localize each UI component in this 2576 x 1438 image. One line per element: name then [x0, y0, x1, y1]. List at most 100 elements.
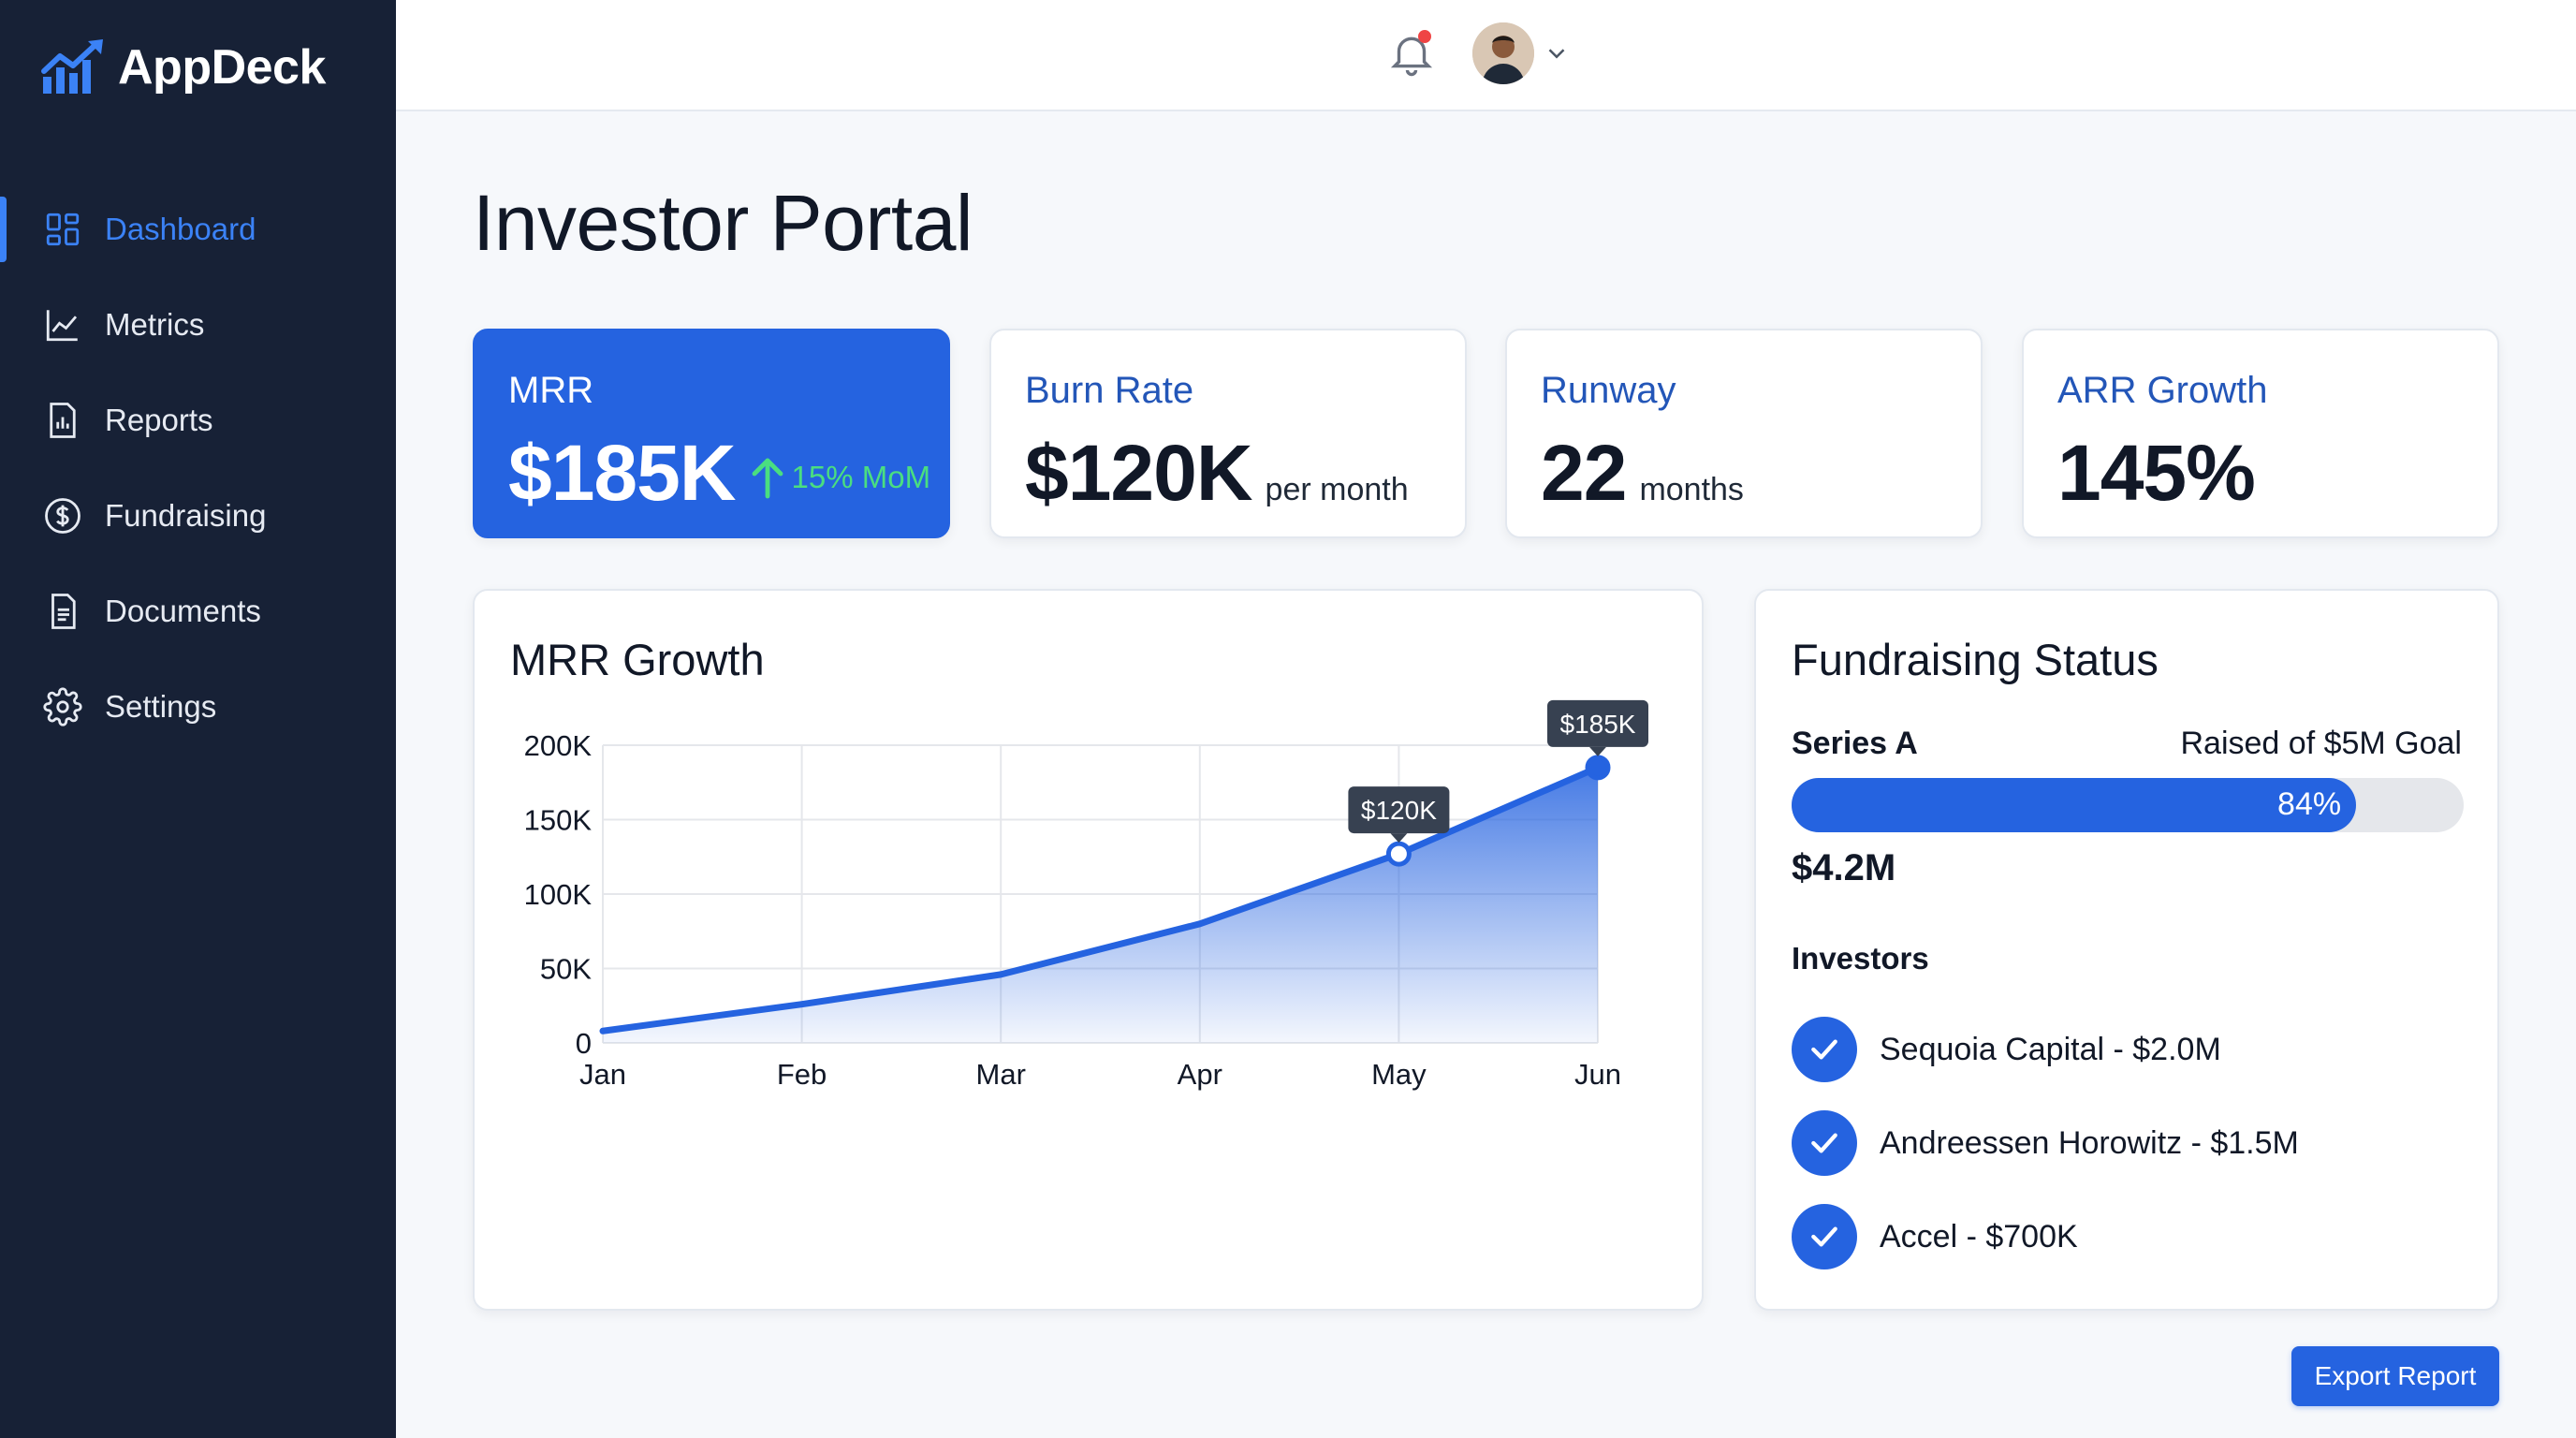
tooltip-box — [1348, 786, 1450, 834]
kpi-label: Runway — [1541, 370, 1676, 411]
kpi-delta-text: 15% MoM — [791, 460, 931, 494]
bell-icon — [1390, 37, 1433, 77]
kpi-row: $120K per month — [1025, 428, 1409, 519]
tooltip-label: $185K — [1560, 710, 1636, 739]
x-tick-label: Jun — [1574, 1058, 1621, 1091]
kpi-label: ARR Growth — [2057, 370, 2268, 411]
x-tick-label: Jan — [579, 1058, 626, 1091]
kpi-value: 145% — [2057, 429, 2256, 517]
investors-heading: Investors — [1792, 941, 1929, 976]
data-point-mar — [1000, 974, 1002, 976]
sidebar-item-reports[interactable]: Reports — [0, 373, 396, 468]
notification-badge — [1418, 30, 1431, 43]
kpi-label: Burn Rate — [1025, 370, 1194, 411]
user-avatar-icon — [1472, 22, 1534, 84]
sidebar-item-label: Settings — [105, 689, 217, 724]
sidebar-item-metrics[interactable]: Metrics — [0, 277, 396, 373]
report-icon — [50, 403, 76, 438]
dollar-icon — [45, 498, 80, 534]
investor-name: Sequoia Capital - $2.0M — [1880, 1031, 2221, 1067]
check-icon — [1792, 1204, 1857, 1269]
y-tick-label: 100K — [524, 878, 593, 911]
investor-name: Accel - $700K — [1880, 1218, 2078, 1255]
kpi-value: $120K — [1025, 429, 1253, 517]
mrr-growth-card: 0 50K 100K 150K 200K Jan Feb Mar Apr May Jun $120K $… — [473, 589, 1704, 1311]
mrr-growth-chart: 0 50K 100K 150K 200K Jan Feb Mar Apr May Jun $120K $… — [524, 699, 1648, 1091]
kpi-card-burn-rate: Burn Rate $120K per month — [989, 329, 1467, 538]
sidebar-item-label: Reports — [105, 403, 213, 437]
export-report-button[interactable]: Export Report — [2291, 1346, 2499, 1406]
tooltip-pointer — [1589, 746, 1606, 756]
x-tick-label: May — [1371, 1058, 1427, 1091]
document-icon — [51, 594, 76, 629]
progress-percent: 84% — [2277, 786, 2342, 822]
gear-icon — [43, 687, 82, 726]
fundraising-status-card: Fundraising Status Series A Raised of $5… — [1754, 589, 2499, 1311]
mrr-area — [603, 767, 1598, 1043]
check-icon — [1792, 1017, 1857, 1082]
top-bar — [396, 0, 2576, 111]
kpi-card-mrr: MRR $185K 15% MoM — [473, 329, 950, 538]
tooltip-pointer — [1390, 833, 1408, 844]
investor-list: Sequoia Capital - $2.0M Andreessen Horow… — [1792, 1003, 2299, 1284]
kpi-delta: 15% MoM — [749, 455, 931, 500]
kpi-card-runway: Runway 22 months — [1505, 329, 1983, 538]
kpi-row: 22 months — [1541, 428, 1744, 519]
sidebar-nav: Dashboard Metrics Reports Fundraising Do… — [0, 182, 396, 755]
x-tick-label: Mar — [976, 1058, 1026, 1091]
notifications-button[interactable] — [1386, 28, 1437, 79]
chart-title: MRR Growth — [510, 635, 765, 684]
y-tick-label: 0 — [576, 1027, 592, 1060]
check-icon — [1792, 1110, 1857, 1176]
brand[interactable]: AppDeck — [41, 37, 326, 97]
chart-line-icon — [46, 310, 78, 342]
app-name: AppDeck — [118, 40, 326, 95]
chevron-down-icon[interactable] — [1543, 39, 1571, 67]
x-tick-label: Apr — [1178, 1058, 1222, 1091]
fundraising-title: Fundraising Status — [1792, 635, 2159, 684]
appdeck-logo-icon — [41, 39, 103, 94]
y-tick-label: 50K — [540, 953, 592, 986]
highlight-point — [1385, 841, 1412, 867]
sidebar-item-fundraising[interactable]: Fundraising — [0, 468, 396, 564]
kpi-value: $185K — [508, 429, 737, 517]
data-point-jan — [602, 1030, 604, 1032]
kpi-row: 145% — [2057, 428, 2256, 519]
goal-label: Raised of $5M Goal — [2180, 726, 2463, 761]
page-title: Investor Portal — [473, 179, 973, 267]
highlight-point — [1585, 755, 1611, 781]
kpi-row: $185K 15% MoM — [508, 428, 930, 519]
sidebar-item-dashboard[interactable]: Dashboard — [0, 182, 396, 277]
fundraising-progress-bar: 84% — [1792, 778, 2464, 832]
kpi-value: 22 — [1541, 429, 1627, 517]
sidebar-item-settings[interactable]: Settings — [0, 659, 396, 755]
avatar[interactable] — [1472, 22, 1534, 84]
y-tick-label: 200K — [524, 729, 593, 762]
kpi-label: MRR — [508, 370, 594, 411]
raised-amount: $4.2M — [1792, 847, 1896, 888]
sidebar-item-label: Dashboard — [105, 212, 256, 246]
sidebar: AppDeck Dashboard Metrics Reports — [0, 0, 396, 1438]
kpi-unit: months — [1639, 472, 1744, 507]
arrow-up-icon — [752, 458, 783, 499]
kpi-unit: per month — [1265, 472, 1409, 507]
sidebar-item-label: Fundraising — [105, 498, 267, 533]
sidebar-item-documents[interactable]: Documents — [0, 564, 396, 659]
x-tick-label: Feb — [777, 1058, 827, 1091]
sidebar-item-label: Metrics — [105, 307, 205, 342]
investor-item: Sequoia Capital - $2.0M — [1792, 1003, 2299, 1096]
investor-item: Accel - $700K — [1792, 1190, 2299, 1284]
data-point-apr — [1199, 923, 1201, 925]
progress-fill: 84% — [1792, 778, 2357, 832]
data-point-feb — [801, 1004, 803, 1005]
investor-name: Andreessen Horowitz - $1.5M — [1880, 1124, 2299, 1161]
y-tick-label: 150K — [524, 804, 593, 837]
mrr-line — [599, 764, 1602, 1034]
dashboard-icon — [46, 213, 80, 246]
tooltip-label: $120K — [1361, 796, 1437, 825]
investor-item: Andreessen Horowitz - $1.5M — [1792, 1096, 2299, 1190]
sidebar-item-label: Documents — [105, 594, 261, 628]
tooltip-box — [1547, 699, 1648, 747]
kpi-card-arr-growth: ARR Growth 145% — [2022, 329, 2499, 538]
series-label: Series A — [1792, 726, 1918, 761]
